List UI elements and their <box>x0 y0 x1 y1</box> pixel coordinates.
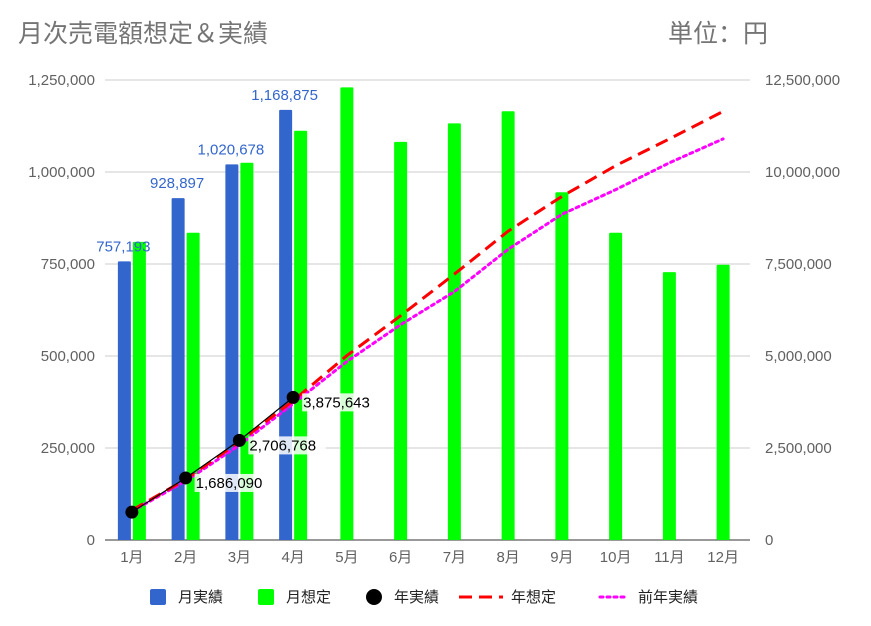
legend-swatch-square <box>258 589 274 605</box>
right-tick-label: 12,500,000 <box>765 72 840 89</box>
legend-swatch-square <box>150 589 166 605</box>
legend-label: 月実績 <box>178 589 223 606</box>
data-labels: 757,193 928,897 1,020,678 1,168,875 1,686,09… <box>96 87 380 492</box>
x-tick-label: 8月 <box>496 549 519 566</box>
legend-label: 月想定 <box>286 589 331 606</box>
legend-label: 年想定 <box>511 589 556 606</box>
data-label-bg <box>194 473 273 492</box>
left-tick-label: 0 <box>87 532 95 549</box>
legend-label: 年実績 <box>394 589 439 606</box>
x-tick-label: 5月 <box>335 549 358 566</box>
line-annual-forecast <box>131 110 724 512</box>
bar-monthly-forecast <box>186 232 200 540</box>
x-tick-label: 12月 <box>707 549 739 566</box>
point-annual-actual <box>232 433 246 447</box>
data-label-monthly-actual: 1,168,875 <box>251 87 318 104</box>
point-annual-actual <box>125 505 139 519</box>
x-tick-label: 1月 <box>120 549 143 566</box>
legend-item[interactable]: 月実績 <box>150 589 223 606</box>
line-series <box>130 110 725 513</box>
bar-monthly-actual <box>171 198 185 541</box>
bar-monthly-actual <box>279 109 293 540</box>
line-annual-actual <box>131 396 294 513</box>
data-label-annual-actual: 3,875,643 <box>303 394 370 411</box>
bar-monthly-forecast <box>132 241 146 541</box>
bar-monthly-forecast <box>447 123 461 540</box>
bar-monthly-forecast <box>340 87 354 541</box>
left-axis: 0 250,000 500,000 750,000 1,000,000 1,250,000 <box>28 72 95 549</box>
bar-monthly-actual <box>117 261 131 540</box>
line-previous-year <box>130 137 725 513</box>
legend-item[interactable]: 月想定 <box>258 589 331 606</box>
legend-item[interactable]: 年実績 <box>366 589 439 606</box>
left-tick-label: 500,000 <box>41 348 95 365</box>
data-label-bg <box>302 393 380 412</box>
data-label-annual-actual: 2,706,768 <box>249 437 316 454</box>
bar-series <box>117 87 730 541</box>
x-tick-label: 7月 <box>443 549 466 566</box>
right-axis: 0 2,500,000 5,000,000 7,500,000 10,000,000 12… <box>765 72 840 549</box>
data-label-annual-actual: 1,686,090 <box>196 475 263 492</box>
legend[interactable]: 月実績 月想定 年実績 年想定 前年実績 <box>150 589 698 606</box>
bar-monthly-forecast <box>501 111 515 540</box>
x-tick-label: 9月 <box>550 549 573 566</box>
x-tick-label: 6月 <box>389 549 412 566</box>
right-tick-label: 5,000,000 <box>765 348 832 365</box>
data-label-monthly-actual: 757,193 <box>96 238 150 255</box>
x-tick-label: 11月 <box>654 549 685 566</box>
legend-item[interactable]: 前年実績 <box>598 589 698 606</box>
bar-monthly-forecast <box>716 264 730 540</box>
unit-label: 単位：円 <box>668 19 769 48</box>
x-axis: 1月 2月 3月 4月 5月 6月 7月 8月 9月 10月 11月 12月 <box>120 549 739 566</box>
legend-item[interactable]: 年想定 <box>459 589 556 606</box>
point-annual-actual <box>179 471 193 485</box>
right-tick-label: 7,500,000 <box>765 256 832 273</box>
bar-monthly-forecast <box>555 192 569 541</box>
data-label-monthly-actual: 928,897 <box>150 175 204 192</box>
right-tick-label: 0 <box>765 532 773 549</box>
left-tick-label: 250,000 <box>41 440 95 457</box>
left-tick-label: 1,250,000 <box>28 72 95 89</box>
x-tick-label: 2月 <box>174 549 197 566</box>
right-tick-label: 2,500,000 <box>765 440 832 457</box>
gridlines <box>105 79 750 541</box>
x-tick-label: 3月 <box>228 549 251 566</box>
bar-monthly-forecast <box>394 141 408 540</box>
x-tick-label: 10月 <box>600 549 632 566</box>
data-label-monthly-actual: 1,020,678 <box>198 141 265 158</box>
x-tick-label: 4月 <box>281 549 304 566</box>
legend-label: 前年実績 <box>638 589 698 606</box>
left-tick-label: 750,000 <box>41 256 95 273</box>
legend-swatch-circle <box>366 589 382 605</box>
bar-monthly-forecast <box>662 272 676 540</box>
right-tick-label: 10,000,000 <box>765 164 840 181</box>
bar-monthly-forecast <box>609 232 623 540</box>
point-annual-actual <box>286 390 300 404</box>
bar-monthly-forecast <box>294 130 308 540</box>
chart-title: 月次売電額想定＆実績 <box>18 19 269 48</box>
data-label-bg <box>248 436 326 455</box>
point-series <box>125 390 300 519</box>
left-tick-label: 1,000,000 <box>28 164 95 181</box>
